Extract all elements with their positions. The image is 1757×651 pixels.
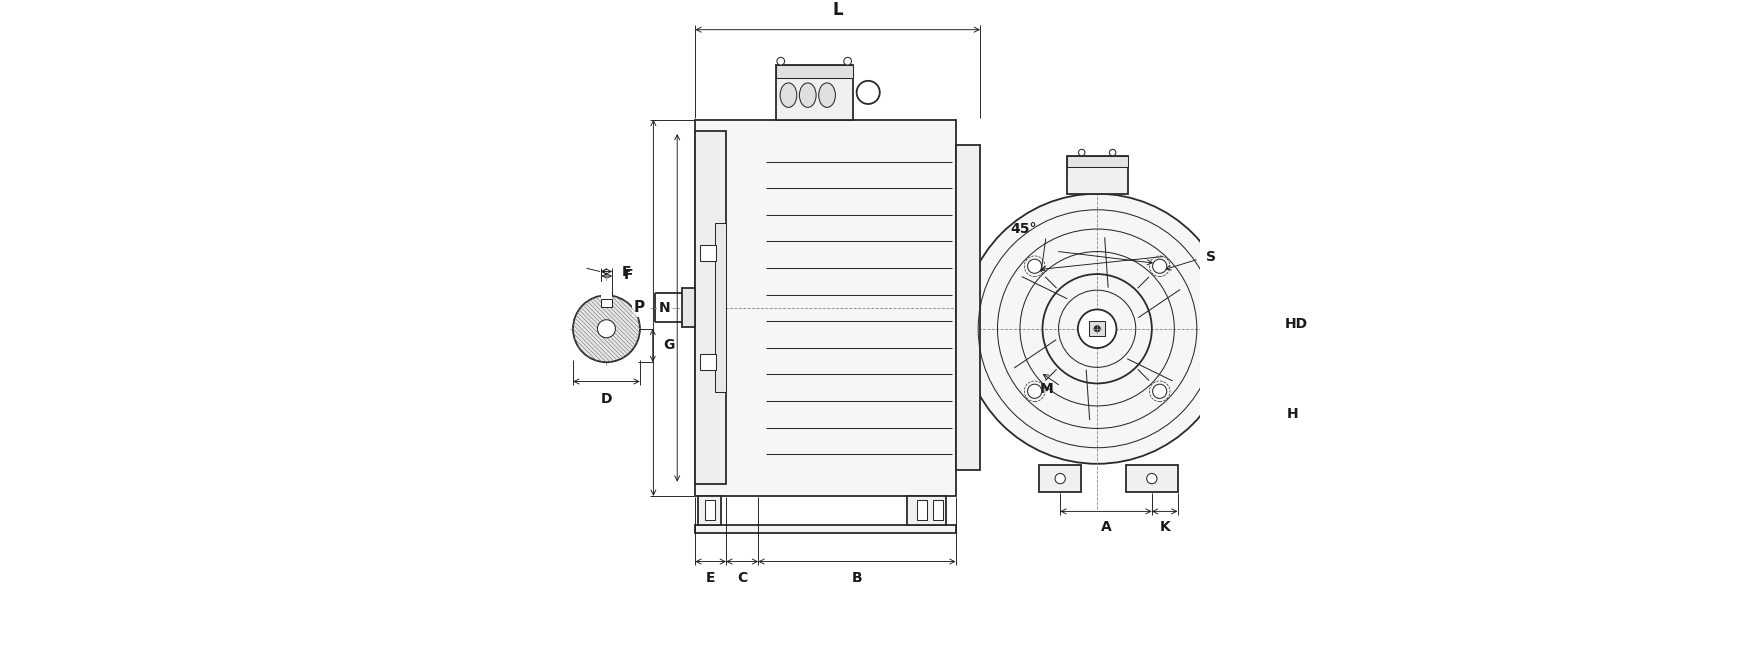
Bar: [696, 525, 956, 533]
Text: C: C: [736, 571, 747, 585]
Circle shape: [963, 194, 1232, 464]
Bar: [1089, 321, 1105, 337]
Circle shape: [1109, 149, 1116, 156]
Circle shape: [857, 81, 880, 104]
Circle shape: [1153, 384, 1167, 398]
Circle shape: [1153, 259, 1167, 273]
Text: F: F: [622, 264, 631, 279]
Text: A: A: [1100, 520, 1112, 534]
Bar: [907, 496, 945, 525]
Circle shape: [573, 296, 640, 362]
Text: P: P: [634, 300, 645, 315]
Bar: [1040, 465, 1081, 492]
Bar: [933, 501, 944, 519]
Text: B: B: [852, 571, 863, 585]
Bar: [1233, 251, 1260, 406]
Text: D: D: [601, 393, 611, 406]
Ellipse shape: [819, 83, 835, 107]
Text: G: G: [662, 339, 675, 352]
Text: F: F: [624, 268, 633, 282]
Circle shape: [777, 57, 785, 65]
Bar: [715, 223, 726, 392]
Text: K: K: [1160, 520, 1170, 534]
Text: HD: HD: [1284, 317, 1309, 331]
Bar: [775, 65, 852, 78]
Circle shape: [597, 320, 615, 338]
Bar: [696, 132, 726, 484]
Circle shape: [1028, 259, 1042, 273]
Bar: [1239, 279, 1251, 289]
Circle shape: [1077, 309, 1116, 348]
Circle shape: [1147, 473, 1156, 484]
Bar: [1239, 368, 1251, 379]
Bar: [696, 120, 956, 496]
Circle shape: [843, 57, 852, 65]
Bar: [775, 65, 852, 120]
Polygon shape: [601, 283, 611, 305]
Bar: [917, 501, 926, 519]
Bar: [601, 299, 611, 307]
Text: 45°: 45°: [1010, 222, 1037, 236]
Ellipse shape: [780, 83, 798, 107]
Bar: [701, 355, 715, 370]
Bar: [956, 145, 980, 470]
Bar: [1066, 156, 1128, 194]
Circle shape: [1079, 149, 1084, 156]
Text: E: E: [706, 571, 715, 585]
Bar: [705, 501, 715, 519]
Bar: [682, 288, 696, 327]
Text: L: L: [833, 1, 843, 20]
Text: S: S: [1205, 249, 1216, 264]
Text: N: N: [659, 301, 669, 315]
Text: M: M: [1040, 381, 1054, 396]
Text: H: H: [1286, 407, 1298, 421]
Bar: [1066, 156, 1128, 167]
Circle shape: [1028, 384, 1042, 398]
Ellipse shape: [799, 83, 815, 107]
Bar: [699, 496, 720, 525]
Bar: [701, 245, 715, 260]
Circle shape: [1054, 473, 1065, 484]
Circle shape: [1095, 326, 1100, 332]
Bar: [1126, 465, 1177, 492]
